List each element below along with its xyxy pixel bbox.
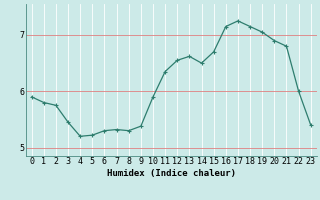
- X-axis label: Humidex (Indice chaleur): Humidex (Indice chaleur): [107, 169, 236, 178]
